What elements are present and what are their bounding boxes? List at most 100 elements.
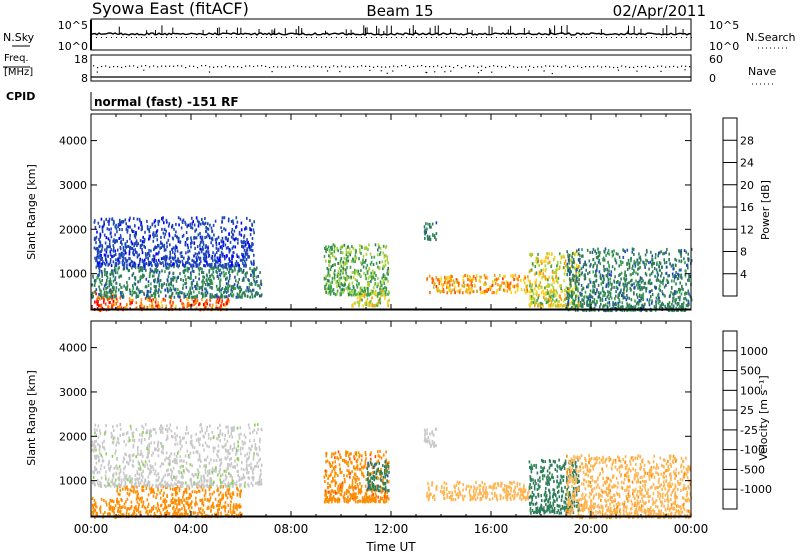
data-cell: [688, 273, 690, 277]
data-cell: [359, 247, 361, 251]
data-cell: [169, 256, 172, 260]
data-cell: [137, 265, 139, 269]
data-cell: [167, 275, 170, 279]
nave-dot: [461, 67, 463, 69]
data-cell: [190, 277, 192, 280]
data-cell: [356, 300, 359, 304]
data-cell: [673, 290, 676, 293]
data-cell: [534, 304, 536, 308]
data-cell: [106, 271, 109, 274]
nave-dot: [93, 65, 95, 67]
data-cell: [170, 304, 173, 308]
noise-search-dot: [336, 37, 337, 38]
data-cell: [134, 276, 137, 280]
data-cell: [131, 266, 133, 270]
data-cell: [199, 267, 202, 270]
nave-dot: [505, 66, 507, 68]
data-cell: [260, 279, 262, 283]
data-cell: [185, 501, 188, 505]
data-cell: [548, 304, 551, 308]
noise-search-dot: [271, 37, 272, 38]
data-cell: [174, 259, 177, 263]
data-cell: [556, 264, 558, 268]
data-cell: [370, 275, 372, 279]
data-cell: [116, 248, 119, 252]
data-cell: [327, 279, 329, 282]
data-cell: [231, 257, 233, 261]
data-cell: [128, 493, 130, 497]
data-cell: [252, 242, 254, 246]
data-cell: [227, 491, 230, 495]
data-cell: [232, 233, 235, 237]
data-cell: [665, 260, 668, 264]
data-cell: [205, 289, 208, 293]
data-cell: [369, 262, 372, 266]
data-cell: [136, 509, 138, 512]
nave-dot: [649, 66, 651, 68]
data-cell: [187, 298, 189, 302]
noise-search-dot: [301, 37, 302, 38]
data-cell: [117, 492, 120, 496]
data-cell: [118, 500, 120, 504]
data-cell: [234, 268, 236, 272]
data-cell: [133, 264, 135, 268]
data-cell: [215, 251, 218, 255]
data-cell: [211, 280, 213, 284]
noise-search-dot: [366, 37, 367, 38]
data-cell: [568, 256, 570, 260]
data-cell: [126, 491, 129, 495]
data-cell: [193, 264, 195, 268]
data-cell: [365, 252, 368, 256]
nave-dot-low: [392, 70, 394, 72]
noise-search-dot: [111, 37, 112, 38]
data-cell: [347, 255, 349, 259]
data-cell: [622, 255, 625, 259]
data-cell: [100, 269, 103, 273]
data-cell: [221, 287, 224, 290]
data-cell: [624, 250, 626, 254]
data-cell: [341, 283, 343, 287]
data-cell: [119, 488, 122, 492]
data-cell: [580, 272, 583, 276]
data-cell: [128, 507, 131, 511]
data-cell: [243, 278, 245, 282]
data-cell: [220, 292, 222, 296]
data-cell: [643, 262, 646, 266]
data-cell: [182, 233, 185, 237]
data-cell: [507, 281, 509, 285]
data-cell: [129, 264, 132, 268]
data-cell: [179, 513, 181, 517]
data-cell: [592, 288, 594, 292]
data-cell: [246, 252, 249, 256]
data-cell: [157, 252, 159, 256]
data-cell: [139, 481, 142, 485]
data-cell: [196, 281, 198, 285]
data-cell: [255, 275, 258, 279]
data-cell: [120, 306, 123, 310]
data-cell: [218, 269, 220, 273]
data-cell: [155, 506, 157, 510]
data-cell: [643, 302, 646, 306]
data-cell: [97, 299, 99, 303]
data-cell: [358, 304, 360, 308]
data-cell: [650, 272, 653, 276]
nave-dot: [561, 66, 563, 68]
data-cell: [574, 285, 576, 289]
data-cell: [537, 304, 540, 308]
data-cell: [624, 278, 626, 282]
data-cell: [538, 263, 540, 267]
data-cell: [152, 305, 154, 309]
data-cell: [586, 302, 588, 306]
data-cell: [248, 484, 250, 488]
data-cell: [639, 288, 641, 292]
nave-dot: [257, 65, 259, 67]
data-cell: [172, 507, 174, 511]
data-cell: [428, 222, 431, 226]
data-cell: [218, 289, 221, 293]
data-cell: [218, 286, 221, 290]
data-cell: [114, 241, 116, 245]
data-cell: [131, 289, 134, 293]
data-cell: [513, 278, 515, 282]
data-cell: [567, 292, 570, 296]
data-cell: [558, 266, 561, 270]
